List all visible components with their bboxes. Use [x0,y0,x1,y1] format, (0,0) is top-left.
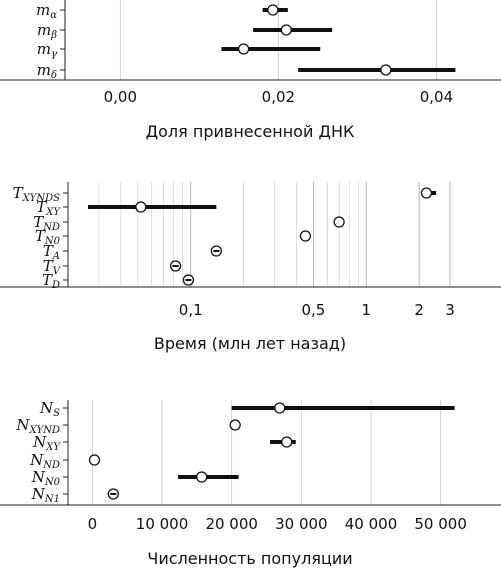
row-label-subscript: XY [45,442,61,453]
row-label-subscript: XYND [29,425,61,436]
tick-label: 40 000 [345,515,398,533]
row-label-subscript: A [52,251,60,262]
tick-label: 0,00 [104,88,137,106]
tick-label: 2 [414,301,424,319]
row-label-subscript: XY [45,207,61,218]
tick-label: 50 000 [414,515,467,533]
row-label-main: N [15,416,30,434]
row-label-main: m [37,21,51,39]
row-label-main: m [36,1,50,19]
row-label-main: N [31,485,46,503]
tick-label: 0,5 [302,301,326,319]
row-label: NS [39,399,60,419]
row-label: NN1 [31,485,60,505]
row-label: TD [42,271,60,291]
point-estimate [299,230,312,242]
row-label: NN0 [31,468,61,488]
row-label-subscript: XYNDS [22,193,60,204]
row-label-main: N [32,433,47,451]
row-label: TV [43,257,62,277]
row-label-subscript: ND [42,460,60,471]
x-axis-title: Доля привнесенной ДНК [146,122,355,141]
row-label: TA [43,242,60,262]
row-label-main: T [43,242,54,260]
row-label-subscript: β [50,30,57,41]
row-label-subscript: ND [42,222,60,233]
tick-label: 1 [362,301,372,319]
point-estimate [420,187,433,199]
row-label: TXYNDS [13,184,61,204]
row-label-subscript: N0 [44,477,61,488]
row-label-subscript: V [53,266,62,277]
row-label-subscript: α [50,10,57,21]
chart-panel-3: 0 10 000 20 000 30 000 40 000 50 000NSNXYNDNX… [0,399,501,568]
point-estimate [267,4,279,16]
row-label-main: T [36,198,47,216]
tick-label: 0,1 [179,301,203,319]
row-label-main: N [39,399,54,417]
row-label: TXY [36,198,61,218]
point-estimate [280,24,292,36]
row-label-subscript: δ [51,70,57,81]
tick-label: 3 [445,301,455,319]
point-estimate [237,43,250,55]
x-axis-title: Численность популяции [147,549,352,568]
tick-label: 20 000 [205,515,258,533]
tick-label: 30 000 [275,515,328,533]
row-label-main: T [35,227,46,245]
row-label-subscript: D [51,280,60,291]
row-label-main: T [13,184,24,202]
point-estimate [281,436,293,448]
row-label: TND [33,213,60,233]
point-estimate [88,454,101,466]
row-label-main: m [37,40,51,58]
row-label-subscript: γ [51,49,57,60]
row-label: NXY [32,433,61,453]
row-label: mβ [37,21,57,41]
row-label: NXYND [15,416,60,436]
point-estimate [380,64,392,76]
row-label-subscript: N0 [44,236,61,247]
tick-label: 0,02 [262,88,295,106]
row-label-main: T [33,213,44,231]
row-label: TN0 [35,227,61,247]
row-label-main: N [31,468,46,486]
row-label-subscript: N1 [44,494,60,505]
point-estimate [274,402,286,414]
row-label: NND [29,451,60,471]
row-label-main: m [37,61,51,79]
point-estimate [333,216,345,228]
x-axis-title: Время (млн лет назад) [154,334,346,353]
point-estimate [135,201,147,213]
point-estimate [196,471,208,483]
row-label-main: T [42,271,53,289]
row-label: mγ [37,40,57,60]
row-label-main: T [43,257,54,275]
row-label-main: N [29,451,44,469]
row-label: mδ [37,61,57,81]
point-estimate [229,419,241,431]
row-label: mα [36,1,57,21]
tick-label: 10 000 [136,515,189,533]
tick-label: 0,04 [420,88,453,106]
tick-label: 0 [88,515,98,533]
row-label-subscript: S [53,408,60,419]
